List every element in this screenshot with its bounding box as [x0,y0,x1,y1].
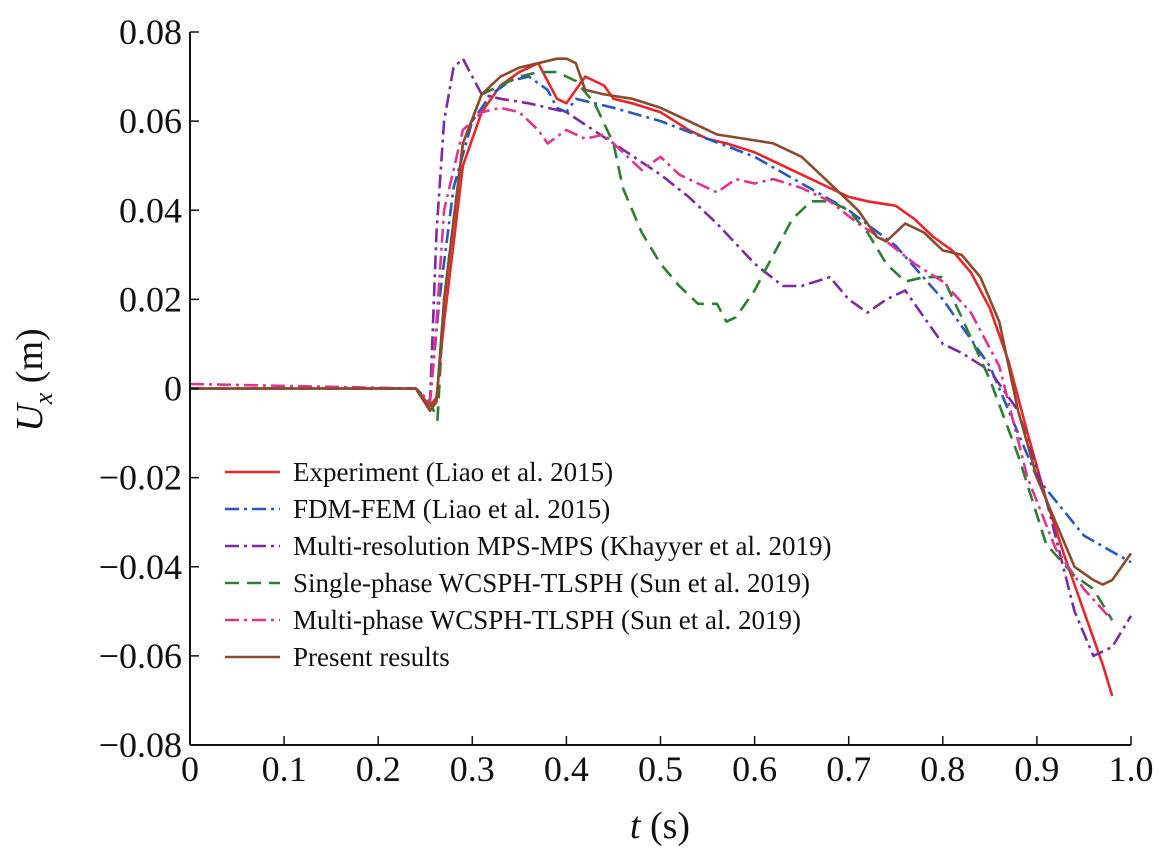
y-tick-label: 0.06 [119,101,182,141]
x-tick-label: 0.5 [638,749,683,789]
legend-label: Single-phase WCSPH-TLSPH (Sun et al. 201… [293,568,810,598]
x-tick-label: 0.1 [262,749,307,789]
y-axis-label: Ux (m) [9,328,58,431]
series-line-4 [190,70,1114,621]
legend-label: Experiment (Liao et al. 2015) [293,457,613,487]
y-tick-label: −0.08 [99,725,182,765]
x-axis-label: t (s) [630,805,690,847]
y-tick-label: 0.08 [119,12,182,52]
y-tick-label: 0 [164,369,182,409]
x-tick-label: 0.2 [356,749,401,789]
y-tick-label: −0.02 [99,458,182,498]
legend: Experiment (Liao et al. 2015) FDM-FEM (Li… [225,457,831,672]
x-tick-label: 1.0 [1109,749,1154,789]
legend-label: Multi-resolution MPS-MPS (Khayyer et al.… [293,531,831,561]
y-axis-sub: x [29,392,58,405]
x-axis-unit: (s) [640,805,690,847]
legend-label: Multi-phase WCSPH-TLSPH (Sun et al. 2019… [293,605,801,635]
legend-label: Present results [293,642,450,672]
x-tick-label: 0.9 [1014,749,1059,789]
y-tick-label: 0.04 [119,190,182,230]
x-tick-label: 0.4 [544,749,589,789]
series-lines [189,57,1133,697]
legend-label: FDM-FEM (Liao et al. 2015) [293,494,610,524]
x-tick-label: 0.7 [826,749,871,789]
series-line-2 [190,75,1132,564]
y-tick-label: −0.06 [99,636,182,676]
y-axis-unit: (m) [9,328,51,392]
y-tick-label: 0.02 [119,279,182,319]
x-tick-label: 0 [181,749,199,789]
x-tick-label: 0.3 [450,749,495,789]
series-line-6 [190,57,1133,586]
series-line-1 [190,61,1114,697]
series-line-5 [189,106,1114,622]
tick-labels: 0 0.1 0.2 0.3 0.4 0.5 0.6 0.7 0.8 0.9 1.0 0.08 0.06 0… [99,12,1154,789]
y-tick-label: −0.04 [99,547,182,587]
x-tick-label: 0.8 [920,749,965,789]
y-axis-var: U [9,402,51,432]
series-line-3 [190,57,1133,658]
x-axis-var: t [630,805,642,847]
x-tick-label: 0.6 [732,749,777,789]
